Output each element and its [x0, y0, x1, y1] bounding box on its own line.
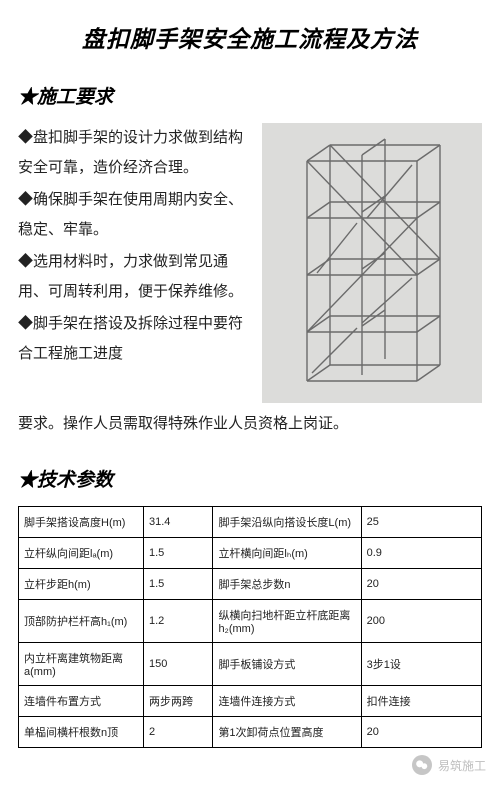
table-cell: 脚手架总步数n — [213, 569, 361, 600]
requirements-text: ◆盘扣脚手架的设计力求做到结构安全可靠，造价经济合理。 ◆确保脚手架在使用周期内… — [18, 123, 252, 403]
section2-heading: ★技术参数 — [18, 465, 482, 492]
table-cell: 两步两跨 — [144, 686, 213, 717]
table-cell: 立杆横向间距lₕ(m) — [213, 538, 361, 569]
section1-heading: ★施工要求 — [18, 82, 482, 109]
table-row: 内立杆离建筑物距离a(mm)150脚手板铺设方式3步1设 — [19, 643, 482, 686]
table-cell: 第1次卸荷点位置高度 — [213, 717, 361, 748]
table-cell: 连墙件布置方式 — [19, 686, 144, 717]
table-cell: 单榀间横杆根数n顶 — [19, 717, 144, 748]
table-cell: 脚手板铺设方式 — [213, 643, 361, 686]
table-cell: 0.9 — [361, 538, 481, 569]
table-row: 脚手架搭设高度H(m)31.4脚手架沿纵向搭设长度L(m)25 — [19, 507, 482, 538]
bullet-item: ◆确保脚手架在使用周期内安全、稳定、牢靠。 — [18, 185, 252, 245]
table-cell: 25 — [361, 507, 481, 538]
table-cell: 顶部防护栏杆高h₁(m) — [19, 600, 144, 643]
bullet-item: ◆盘扣脚手架的设计力求做到结构安全可靠，造价经济合理。 — [18, 123, 252, 183]
table-cell: 150 — [144, 643, 213, 686]
table-cell: 200 — [361, 600, 481, 643]
bullet-item: ◆选用材料时，力求做到常见通用、可周转利用，便于保养维修。 — [18, 247, 252, 307]
watermark: 易筑施工 — [412, 755, 486, 775]
table-cell: 立杆步距h(m) — [19, 569, 144, 600]
table-cell: 脚手架搭设高度H(m) — [19, 507, 144, 538]
table-cell: 3步1设 — [361, 643, 481, 686]
table-cell: 内立杆离建筑物距离a(mm) — [19, 643, 144, 686]
table-row: 立杆步距h(m)1.5脚手架总步数n20 — [19, 569, 482, 600]
table-cell: 1.5 — [144, 569, 213, 600]
table-row: 立杆纵向间距lₐ(m)1.5立杆横向间距lₕ(m)0.9 — [19, 538, 482, 569]
table-row: 单榀间横杆根数n顶2第1次卸荷点位置高度20 — [19, 717, 482, 748]
table-cell: 立杆纵向间距lₐ(m) — [19, 538, 144, 569]
table-cell: 20 — [361, 717, 481, 748]
table-cell: 1.5 — [144, 538, 213, 569]
page-title: 盘扣脚手架安全施工流程及方法 — [18, 20, 482, 54]
table-cell: 纵横向扫地杆距立杆底距离h₂(mm) — [213, 600, 361, 643]
table-cell: 1.2 — [144, 600, 213, 643]
continued-text: 要求。操作人员需取得特殊作业人员资格上岗证。 — [18, 409, 482, 439]
bullet-item: ◆脚手架在搭设及拆除过程中要符合工程施工进度 — [18, 309, 252, 369]
parameters-table: 脚手架搭设高度H(m)31.4脚手架沿纵向搭设长度L(m)25立杆纵向间距lₐ(… — [18, 506, 482, 748]
table-cell: 脚手架沿纵向搭设长度L(m) — [213, 507, 361, 538]
table-row: 连墙件布置方式两步两跨连墙件连接方式扣件连接 — [19, 686, 482, 717]
wechat-icon — [412, 755, 432, 775]
table-cell: 20 — [361, 569, 481, 600]
watermark-text: 易筑施工 — [438, 757, 486, 774]
table-cell: 扣件连接 — [361, 686, 481, 717]
table-cell: 31.4 — [144, 507, 213, 538]
table-row: 顶部防护栏杆高h₁(m)1.2纵横向扫地杆距立杆底距离h₂(mm)200 — [19, 600, 482, 643]
table-cell: 2 — [144, 717, 213, 748]
scaffold-image — [262, 123, 482, 403]
table-cell: 连墙件连接方式 — [213, 686, 361, 717]
